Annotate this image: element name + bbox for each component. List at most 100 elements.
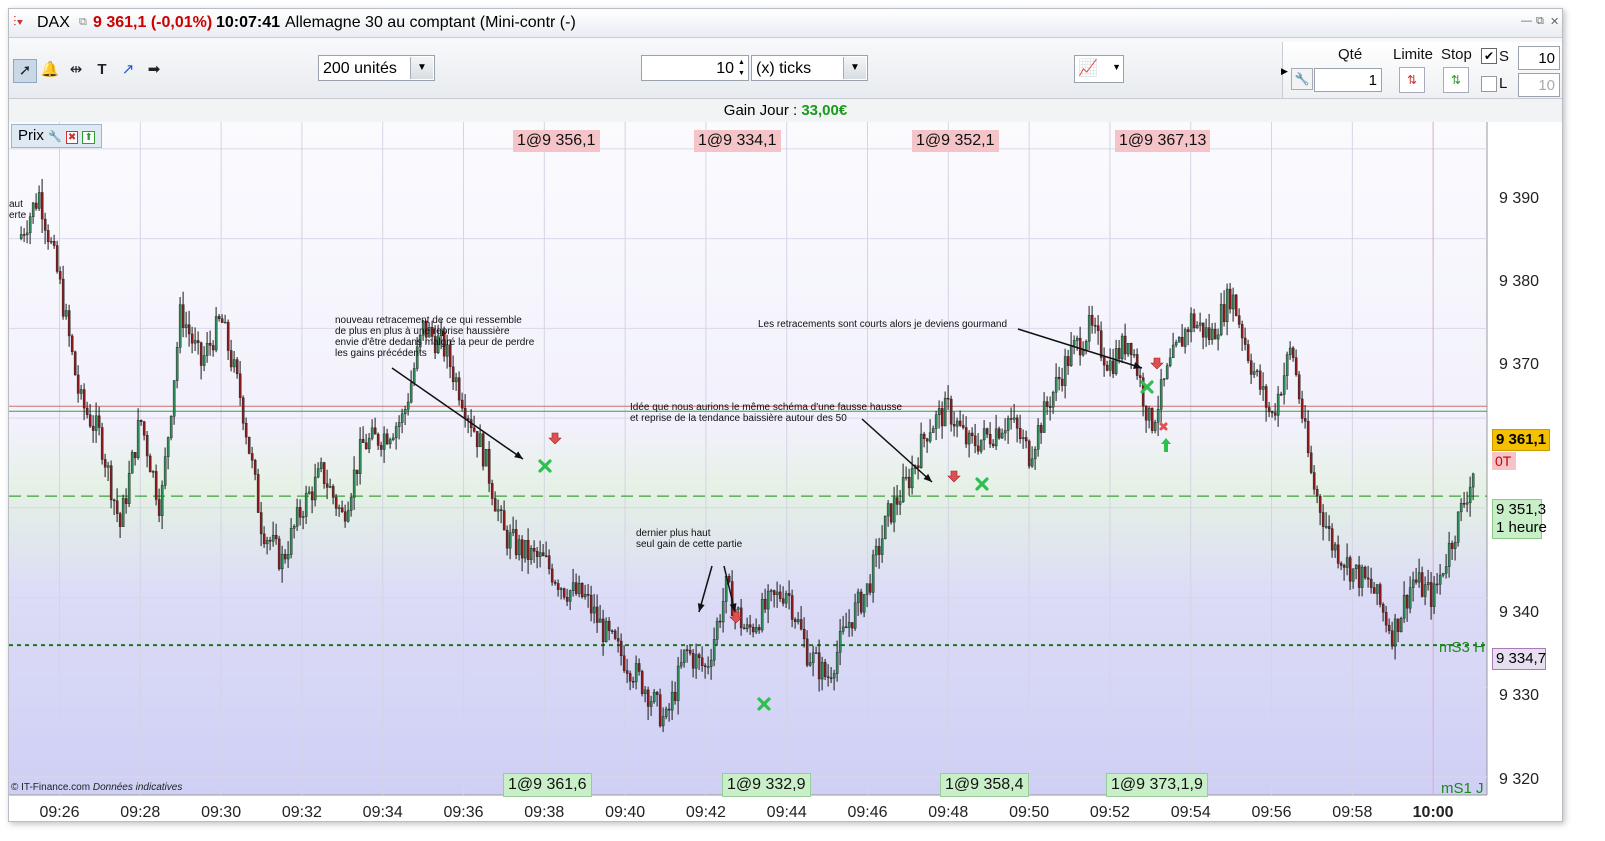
y-tick-label: 9 380 xyxy=(1499,273,1540,290)
candle-body xyxy=(727,576,731,582)
candle-body xyxy=(1360,566,1364,588)
candle-body xyxy=(397,422,401,427)
candle-body xyxy=(1351,568,1355,582)
candle-body xyxy=(673,691,677,701)
chart-type-icon[interactable]: ⫶▾ xyxy=(13,13,24,29)
candle-body xyxy=(289,528,293,555)
cursor-icon[interactable]: ➚ xyxy=(13,59,37,83)
trendline-icon[interactable]: ↗ xyxy=(121,61,135,78)
units-select[interactable]: 200 unités ▼ xyxy=(318,55,435,81)
candle-body xyxy=(70,335,74,353)
candle-body xyxy=(1051,391,1055,408)
candle-body xyxy=(493,498,497,512)
candle-body xyxy=(253,460,257,475)
minimize-icon[interactable]: — xyxy=(1521,15,1532,27)
stop-order-icon[interactable]: ⇅ xyxy=(1443,67,1469,93)
ot-tag: 0T xyxy=(1492,452,1516,470)
indicators-button[interactable]: 📈 ▼ xyxy=(1074,55,1124,83)
candle-body xyxy=(982,428,986,441)
candle-body xyxy=(1288,347,1292,355)
candle-body xyxy=(1231,294,1235,310)
candle-body xyxy=(499,509,503,511)
buy-arrow-icon xyxy=(1161,438,1171,452)
wrench-icon[interactable]: 🔧 xyxy=(48,131,62,143)
copyright-label: © IT-Finance.com xyxy=(11,782,91,793)
annotation-note[interactable]: Idée que nous aurions le même schéma d'u… xyxy=(630,402,903,424)
candle-body xyxy=(487,448,491,484)
restore-icon[interactable]: ⧉ xyxy=(1536,15,1544,27)
horizontal-line-icon[interactable]: ⇹ xyxy=(69,61,83,78)
candle-body xyxy=(964,427,968,445)
candle-body xyxy=(892,497,896,523)
remove-indicator-icon[interactable]: ✖ xyxy=(65,131,79,144)
candle-body xyxy=(751,626,755,633)
chevron-down-icon[interactable]: ▼ xyxy=(843,57,866,79)
buy-order-label[interactable]: 1@9 358,4 xyxy=(940,773,1029,797)
buy-order-label[interactable]: 1@9 361,6 xyxy=(503,773,592,797)
candle-body xyxy=(703,665,707,667)
candle-body xyxy=(634,663,638,683)
candle-body xyxy=(1198,322,1202,326)
ticks-unit-select[interactable]: (x) ticks ▼ xyxy=(751,55,868,81)
candle-body xyxy=(589,595,593,614)
buy-order-label[interactable]: 1@9 373,1,9 xyxy=(1106,773,1208,797)
price-chart[interactable]: Prix 🔧 ✖ ⬆ aut erte 1@9 356,1 1@9 334,1 … xyxy=(9,122,1562,821)
candle-body xyxy=(859,591,863,613)
ma-tag: 9 351,3 1 heure xyxy=(1492,499,1547,539)
arrow-tool-icon[interactable]: ➡ xyxy=(147,61,161,78)
l-input[interactable]: 10 xyxy=(1518,73,1560,97)
info-icon[interactable]: ⧉ xyxy=(79,16,87,28)
candle-body xyxy=(676,665,680,701)
close-icon[interactable]: ✕ xyxy=(1550,16,1560,28)
candle-body xyxy=(31,202,35,217)
sell-order-label[interactable]: 1@9 352,1 xyxy=(912,130,999,152)
candle-body xyxy=(202,355,206,366)
s-input[interactable]: 10 xyxy=(1518,46,1560,70)
candle-body xyxy=(637,663,641,672)
buy-order-label[interactable]: 1@9 332,9 xyxy=(722,773,811,797)
candle-body xyxy=(829,677,833,680)
candle-body xyxy=(940,408,944,427)
annotation-note[interactable]: dernier plus haut seul gain de cette par… xyxy=(636,528,743,550)
limit-order-icon[interactable]: ⇅ xyxy=(1399,67,1425,93)
candle-body xyxy=(544,555,548,557)
candle-body xyxy=(685,649,689,652)
expand-arrow-icon[interactable]: ▶ xyxy=(1281,66,1288,76)
text-tool-icon[interactable]: T xyxy=(97,61,107,78)
candle-body xyxy=(568,590,572,602)
chevron-down-icon[interactable]: ▼ xyxy=(410,57,433,79)
candle-body xyxy=(1471,473,1475,488)
candle-body xyxy=(355,469,359,474)
s-checkbox[interactable]: ✔ xyxy=(1481,48,1497,64)
candle-body xyxy=(286,554,290,560)
sell-order-label[interactable]: 1@9 334,1 xyxy=(694,130,781,152)
ticks-stepper[interactable]: 10 ▲ ▼ xyxy=(641,55,749,81)
candle-body xyxy=(955,420,959,427)
qty-input[interactable]: 1 xyxy=(1314,68,1382,92)
sell-order-label[interactable]: 1@9 367,13 xyxy=(1115,130,1211,152)
stepper-arrows-icon[interactable]: ▲ ▼ xyxy=(738,59,745,77)
annotation-note[interactable]: nouveau retracement de ce qui ressemble … xyxy=(335,315,535,359)
alert-bell-icon[interactable]: 🔔 xyxy=(40,61,60,78)
sell-order-label[interactable]: 1@9 356,1 xyxy=(513,130,600,152)
annotation-note[interactable]: Les retracements sont courts alors je de… xyxy=(758,319,1008,330)
candle-body xyxy=(1159,379,1163,410)
add-indicator-icon[interactable]: ⬆ xyxy=(82,131,95,144)
candle-body xyxy=(586,594,590,596)
annotation-arrow xyxy=(861,418,933,483)
candle-body xyxy=(1150,407,1154,431)
wrench-icon[interactable]: 🔧 xyxy=(1291,68,1313,90)
candle-body xyxy=(952,424,956,427)
chart-canvas[interactable] xyxy=(9,122,1562,821)
x-tick-label: 09:50 xyxy=(1009,804,1050,821)
candle-body xyxy=(37,192,41,209)
candle-body xyxy=(1321,512,1325,527)
symbol-label[interactable]: DAX xyxy=(37,14,70,31)
candle-body xyxy=(1420,572,1424,597)
l-checkbox[interactable] xyxy=(1481,76,1497,92)
x-tick-label: 09:46 xyxy=(847,804,888,821)
candle-body xyxy=(538,552,542,557)
candle-body xyxy=(1372,587,1376,594)
candle-body xyxy=(1318,495,1322,513)
prix-tab[interactable]: Prix 🔧 ✖ ⬆ xyxy=(11,124,102,148)
